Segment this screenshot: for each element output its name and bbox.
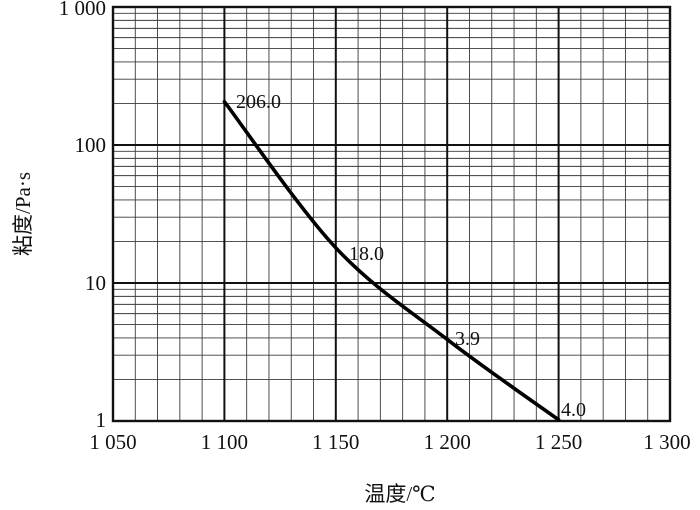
point-label-4-0: 4.0 [561,399,586,421]
point-label-3-9: 3.9 [455,328,480,350]
grid-minor-lines [113,7,670,421]
point-value-labels: 206.0 18.0 3.9 4.0 [236,91,586,421]
y-axis-tick-labels: 1 000 100 10 1 [59,0,106,432]
viscosity-curve [222,99,561,422]
point-label-18: 18.0 [349,243,384,265]
x-tick-1050: 1 050 [89,430,136,454]
y-tick-100: 100 [75,133,107,157]
x-tick-1250: 1 250 [535,430,582,454]
y-axis-title: 粘度/Pa·s [11,172,35,256]
y-tick-10: 10 [85,271,106,295]
grid-major-lines [112,6,671,422]
x-tick-1150: 1 150 [312,430,359,454]
plot-border [111,5,672,423]
x-tick-1100: 1 100 [201,430,248,454]
x-axis-title: 温度/℃ [364,482,435,505]
x-tick-1300: 1 300 [643,430,690,454]
x-tick-1200: 1 200 [424,430,471,454]
y-tick-1000: 1 000 [59,0,106,20]
y-tick-1: 1 [96,408,107,432]
point-label-206: 206.0 [236,91,281,113]
x-axis-tick-labels: 1 050 1 100 1 150 1 200 1 250 1 300 [89,430,690,454]
